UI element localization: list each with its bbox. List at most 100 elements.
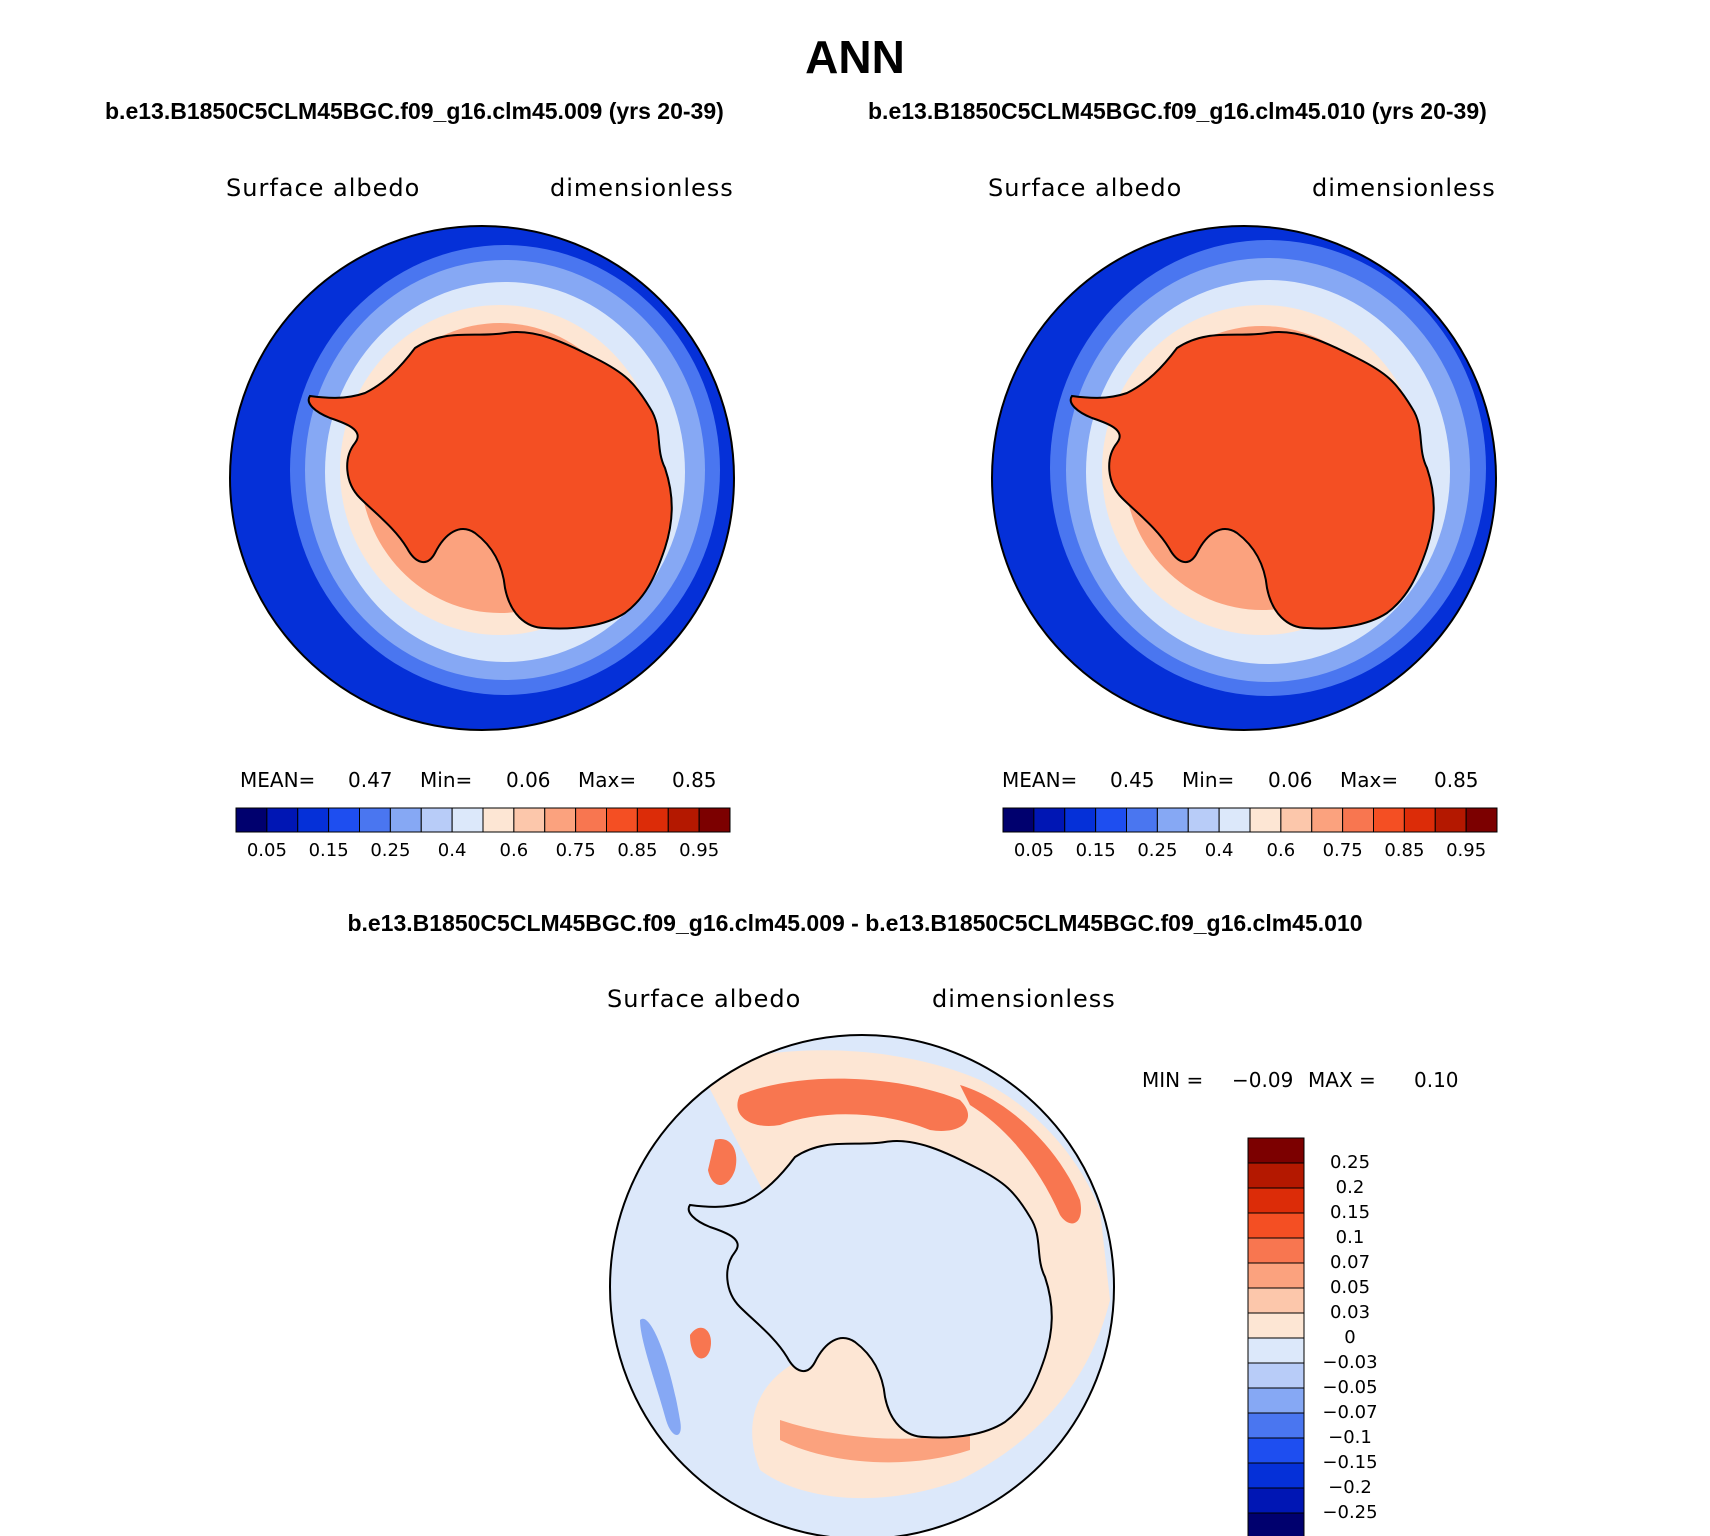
panel2-units-label: dimensionless [1312, 174, 1496, 202]
panel2-colorbar-cell [1434, 807, 1467, 833]
panel2-colorbar-cell [1280, 807, 1313, 833]
panel1-colorbar-tick-label: 0.85 [617, 840, 658, 861]
panel2-max-value: 0.85 [1434, 768, 1479, 792]
panel1-max-label: Max= [578, 768, 637, 792]
panel1-colorbar-cell [698, 807, 731, 833]
panel2-variable-label: Surface albedo [988, 174, 1183, 202]
diff-colorbar-tick-label: −0.25 [1322, 1502, 1378, 1523]
panel2-colorbar-tick-label: 0.05 [1013, 840, 1054, 861]
panel2-colorbar-cell [1033, 807, 1066, 833]
panel1-colorbar-tick-label: 0.15 [308, 840, 349, 861]
diff-colorbar-tick-label: 0.25 [1329, 1152, 1371, 1173]
panel2-colorbar-cell [1342, 807, 1374, 833]
panel2-colorbar-tick-label: 0.75 [1322, 840, 1363, 861]
diff-colorbar-cell [1247, 1487, 1305, 1514]
panel2-min-value: 0.06 [1268, 768, 1313, 792]
diff-colorbar-cell [1247, 1412, 1305, 1439]
diff-colorbar-cell [1247, 1162, 1305, 1189]
panel1-units-label: dimensionless [550, 174, 734, 202]
panel2-colorbar-tick-label: 0.4 [1204, 840, 1234, 861]
diff-colorbar-cell [1247, 1262, 1305, 1289]
diff-colorbar-tick-label: 0.2 [1335, 1177, 1365, 1198]
panel1-min-label: Min= [420, 768, 473, 792]
panel2-colorbar-cell [1403, 807, 1436, 833]
panel1-colorbar-cell [482, 807, 515, 833]
panel1-map-border [229, 225, 735, 731]
diff-max-value: 0.10 [1414, 1068, 1459, 1092]
diff-colorbar-cell [1247, 1437, 1305, 1464]
panel1-colorbar-cell [420, 807, 453, 833]
panel1-colorbar-cell [575, 807, 607, 833]
diff-colorbar-cell [1247, 1387, 1305, 1414]
diff-colorbar-cell [1247, 1362, 1305, 1389]
panel1-colorbar-cell [297, 807, 330, 833]
panel2-colorbar-cell [1126, 807, 1158, 833]
diff-colorbar-tick-label: −0.05 [1322, 1377, 1378, 1398]
diff-min-label: MIN = [1142, 1068, 1204, 1092]
diff-colorbar-tick-label: 0 [1344, 1327, 1356, 1348]
diff-colorbar-cell [1247, 1237, 1305, 1264]
panel1-colorbar-cell [328, 807, 360, 833]
diff-colorbar-tick-label: −0.07 [1322, 1402, 1378, 1423]
panel2-colorbar-tick-label: 0.6 [1266, 840, 1296, 861]
diff-colorbar-tick-label: −0.1 [1328, 1427, 1372, 1448]
panel2-colorbar-cell [1095, 807, 1127, 833]
diff-colorbar-tick-label: −0.03 [1322, 1352, 1378, 1373]
panel1-min-value: 0.06 [506, 768, 551, 792]
panel1-colorbar-cell [389, 807, 422, 833]
panel1-colorbar-cell [266, 807, 299, 833]
diff-variable-label: Surface albedo [607, 985, 802, 1013]
diff-units-label: dimensionless [932, 985, 1116, 1013]
panel2-mean-value: 0.45 [1110, 768, 1155, 792]
panel1-colorbar-cell [235, 807, 268, 833]
panel2-max-label: Max= [1340, 768, 1399, 792]
panel1-colorbar-tick-label: 0.75 [555, 840, 596, 861]
panel1-colorbar-cell [667, 807, 700, 833]
diff-min-value: −0.09 [1232, 1068, 1294, 1092]
diff-colorbar [1247, 1137, 1305, 1536]
panel1-mean-label: MEAN= [240, 768, 316, 792]
diff-colorbar-tick-label: −0.15 [1322, 1452, 1378, 1473]
panel2-colorbar-tick-label: 0.95 [1446, 840, 1487, 861]
panel1-map [230, 226, 734, 730]
panel2-colorbar-cell [1064, 807, 1097, 833]
panel1-colorbar-cell [544, 807, 577, 833]
diff-colorbar-cell [1247, 1212, 1305, 1239]
panel2-colorbar-tick-label: 0.25 [1137, 840, 1178, 861]
panel1-colorbar-tick-label: 0.95 [679, 840, 720, 861]
diff-colorbar-cell [1247, 1312, 1305, 1339]
diff-colorbar-cell [1247, 1287, 1305, 1314]
panel2-map [992, 226, 1496, 730]
case-title-right: b.e13.B1850C5CLM45BGC.f09_g16.clm45.010 … [868, 98, 1487, 124]
panel1-colorbar-tick-label: 0.25 [370, 840, 411, 861]
panel1-colorbar-cell [606, 807, 638, 833]
panel2-colorbar [1002, 807, 1498, 833]
panel1-max-value: 0.85 [672, 768, 717, 792]
panel1-mean-value: 0.47 [348, 768, 393, 792]
panel1-colorbar-tick-label: 0.05 [246, 840, 287, 861]
panel2-min-label: Min= [1182, 768, 1235, 792]
season-title: ANN [805, 31, 905, 83]
diff-colorbar-tick-label: 0.05 [1329, 1277, 1371, 1298]
diff-colorbar-tick-label: 0.15 [1329, 1202, 1371, 1223]
diff-colorbar-cell [1247, 1187, 1305, 1214]
panel1-colorbar-cell [451, 807, 484, 833]
panel2-colorbar-cell [1218, 807, 1251, 833]
panel1-colorbar-tick-label: 0.6 [499, 840, 529, 861]
diff-map [610, 1035, 1114, 1536]
panel1-colorbar-tick-label: 0.4 [437, 840, 467, 861]
diff-colorbar-cell [1247, 1337, 1305, 1364]
panel1-variable-label: Surface albedo [226, 174, 421, 202]
panel2-colorbar-cell [1373, 807, 1405, 833]
panel1-colorbar-cell [636, 807, 669, 833]
diff-colorbar-tick-label: 0.07 [1329, 1252, 1371, 1273]
panel1-colorbar-cell [359, 807, 391, 833]
case-title-left: b.e13.B1850C5CLM45BGC.f09_g16.clm45.009 … [105, 98, 724, 124]
panel2-colorbar-cell [1249, 807, 1282, 833]
diff-colorbar-cell [1247, 1512, 1305, 1536]
panel2-colorbar-cell [1002, 807, 1035, 833]
diff-map-border [609, 1034, 1115, 1536]
diff-colorbar-tick-label: 0.03 [1329, 1302, 1371, 1323]
panel1-colorbar-cell [513, 807, 546, 833]
